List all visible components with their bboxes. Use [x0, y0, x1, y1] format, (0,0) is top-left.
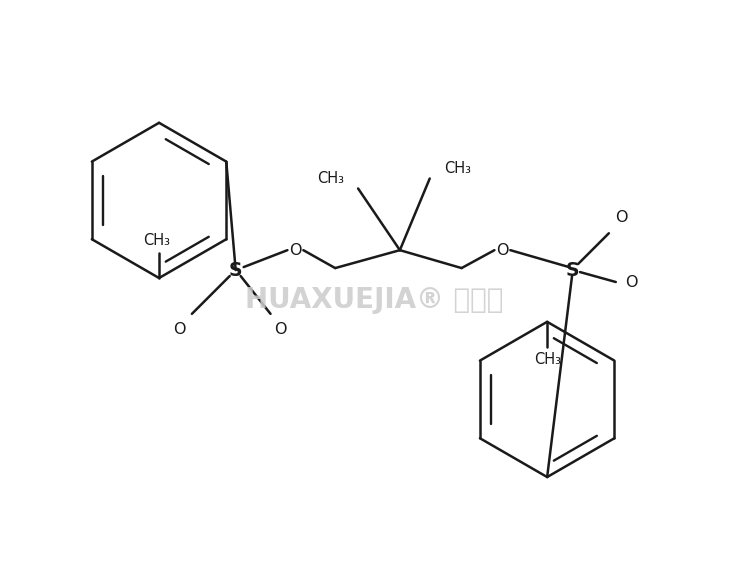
Text: O: O [625, 274, 638, 290]
Text: CH₃: CH₃ [533, 352, 561, 367]
Text: CH₃: CH₃ [443, 161, 470, 176]
Text: HUAXUEJIA® 化学加: HUAXUEJIA® 化学加 [245, 286, 503, 314]
Text: S: S [229, 261, 243, 279]
Text: O: O [616, 210, 628, 225]
Text: CH₃: CH₃ [317, 171, 344, 186]
Text: O: O [496, 243, 509, 258]
Text: O: O [173, 322, 185, 337]
Text: CH₃: CH₃ [144, 233, 171, 248]
Text: S: S [565, 261, 579, 279]
Text: O: O [289, 243, 302, 258]
Text: O: O [274, 322, 287, 337]
